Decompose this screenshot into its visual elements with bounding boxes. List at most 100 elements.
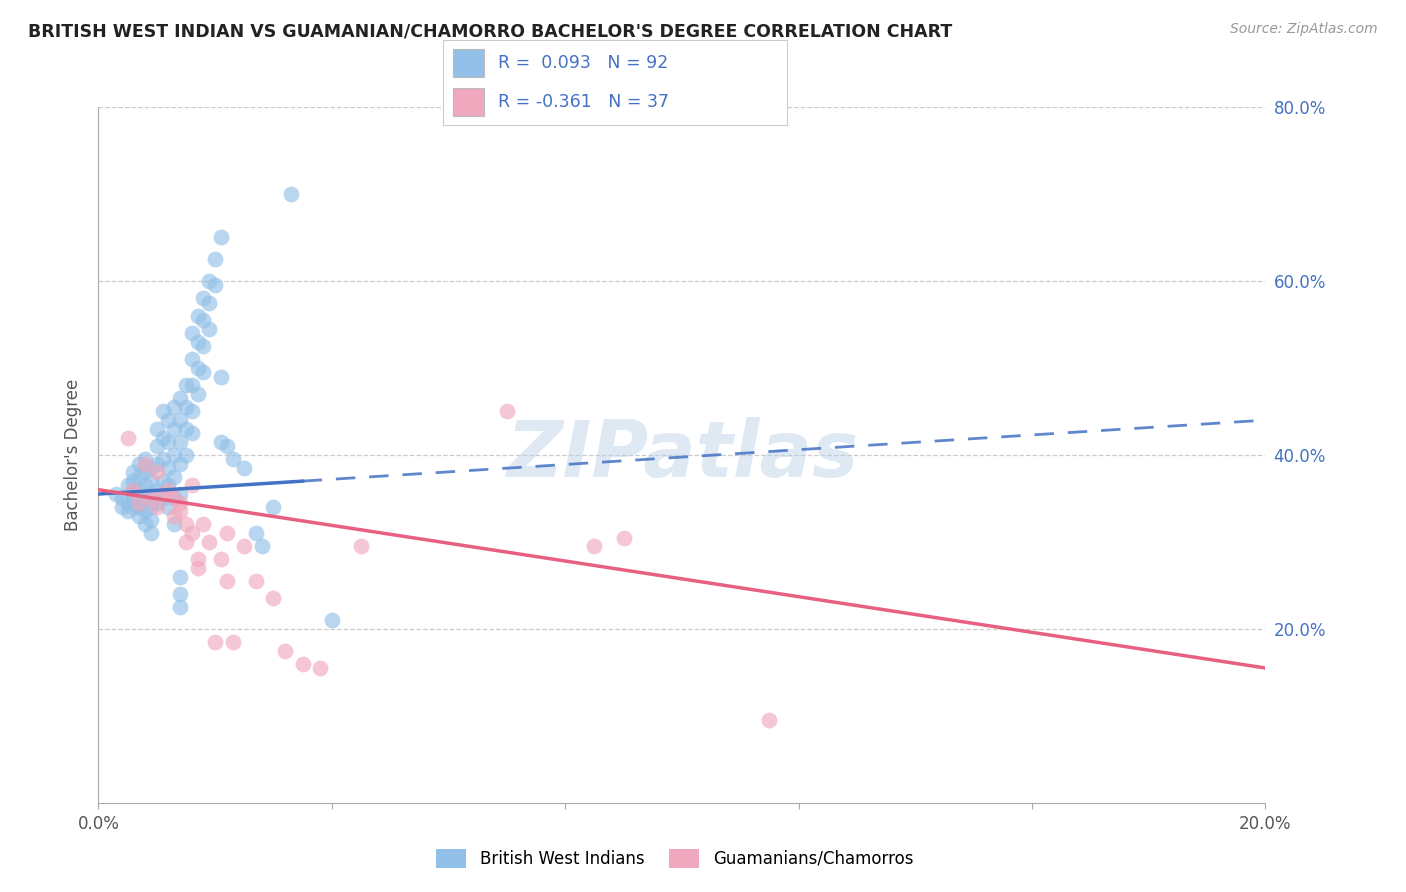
Point <box>111 491 134 506</box>
Point <box>122 474 145 488</box>
Point <box>134 517 156 532</box>
Point <box>152 452 174 467</box>
Point <box>117 496 139 510</box>
Point <box>146 466 169 480</box>
Point <box>169 587 191 601</box>
Point <box>134 491 156 506</box>
Point <box>215 526 238 541</box>
Point <box>187 561 209 575</box>
Point <box>198 274 221 288</box>
Text: R = -0.361   N = 37: R = -0.361 N = 37 <box>498 93 669 111</box>
Point <box>146 439 169 453</box>
Point <box>204 252 226 267</box>
Point <box>291 657 314 671</box>
Point <box>139 487 162 501</box>
Point <box>193 291 215 305</box>
Point <box>250 539 273 553</box>
Text: Source: ZipAtlas.com: Source: ZipAtlas.com <box>1230 22 1378 37</box>
Point <box>134 457 156 471</box>
Point <box>163 491 186 506</box>
Point <box>122 483 145 497</box>
Point <box>187 334 209 349</box>
Point <box>169 434 191 449</box>
Point <box>152 431 174 445</box>
Point <box>139 461 162 475</box>
Point <box>350 539 373 553</box>
Point <box>122 491 145 506</box>
Point <box>134 478 156 492</box>
Point <box>163 469 186 483</box>
Point <box>209 369 232 384</box>
Point <box>180 378 202 392</box>
Point <box>134 466 156 480</box>
Point <box>245 574 267 588</box>
Point <box>128 508 150 523</box>
Point <box>139 500 162 514</box>
Point <box>152 491 174 506</box>
Point <box>204 278 226 293</box>
Point <box>157 461 180 475</box>
Point <box>146 422 169 436</box>
Point <box>163 422 186 436</box>
Point <box>169 413 191 427</box>
Point <box>163 508 186 523</box>
Point <box>134 504 156 518</box>
Point <box>169 496 191 510</box>
Point <box>174 400 197 414</box>
Text: R =  0.093   N = 92: R = 0.093 N = 92 <box>498 54 668 72</box>
Point <box>139 474 162 488</box>
Point <box>262 500 284 514</box>
Point <box>163 517 186 532</box>
Point <box>169 392 191 406</box>
Point <box>157 500 180 514</box>
Point <box>180 352 202 367</box>
Point <box>187 360 209 375</box>
Point <box>758 713 780 727</box>
Point <box>146 496 169 510</box>
Point <box>163 448 186 462</box>
Point <box>274 643 297 657</box>
Point <box>180 526 202 541</box>
Point <box>280 187 302 202</box>
Point <box>117 504 139 518</box>
Point <box>233 461 256 475</box>
Point <box>198 295 221 310</box>
Point <box>128 491 150 506</box>
Point <box>146 483 169 497</box>
Point <box>221 635 243 649</box>
Point <box>128 469 150 483</box>
Point <box>180 326 202 340</box>
Point <box>139 526 162 541</box>
Point <box>321 613 343 627</box>
Point <box>193 339 215 353</box>
Point <box>215 574 238 588</box>
Point <box>180 478 202 492</box>
Point <box>117 478 139 492</box>
Point <box>104 487 127 501</box>
Point <box>187 309 209 323</box>
Point <box>163 491 186 506</box>
Point <box>157 434 180 449</box>
Point <box>134 452 156 467</box>
Point <box>174 422 197 436</box>
Point <box>169 504 191 518</box>
Legend: British West Indians, Guamanians/Chamorros: British West Indians, Guamanians/Chamorr… <box>430 842 920 875</box>
Point <box>215 439 238 453</box>
Point <box>163 400 186 414</box>
Point <box>122 500 145 514</box>
Point <box>117 431 139 445</box>
Point <box>122 483 145 497</box>
Point <box>174 378 197 392</box>
Point <box>169 600 191 615</box>
Point <box>198 534 221 549</box>
Point <box>152 404 174 418</box>
Point <box>193 365 215 379</box>
Point <box>209 230 232 244</box>
Point <box>209 434 232 449</box>
Point <box>139 513 162 527</box>
Point <box>169 570 191 584</box>
Point <box>209 552 232 566</box>
Point <box>174 448 197 462</box>
Point <box>157 413 180 427</box>
Point <box>174 517 197 532</box>
